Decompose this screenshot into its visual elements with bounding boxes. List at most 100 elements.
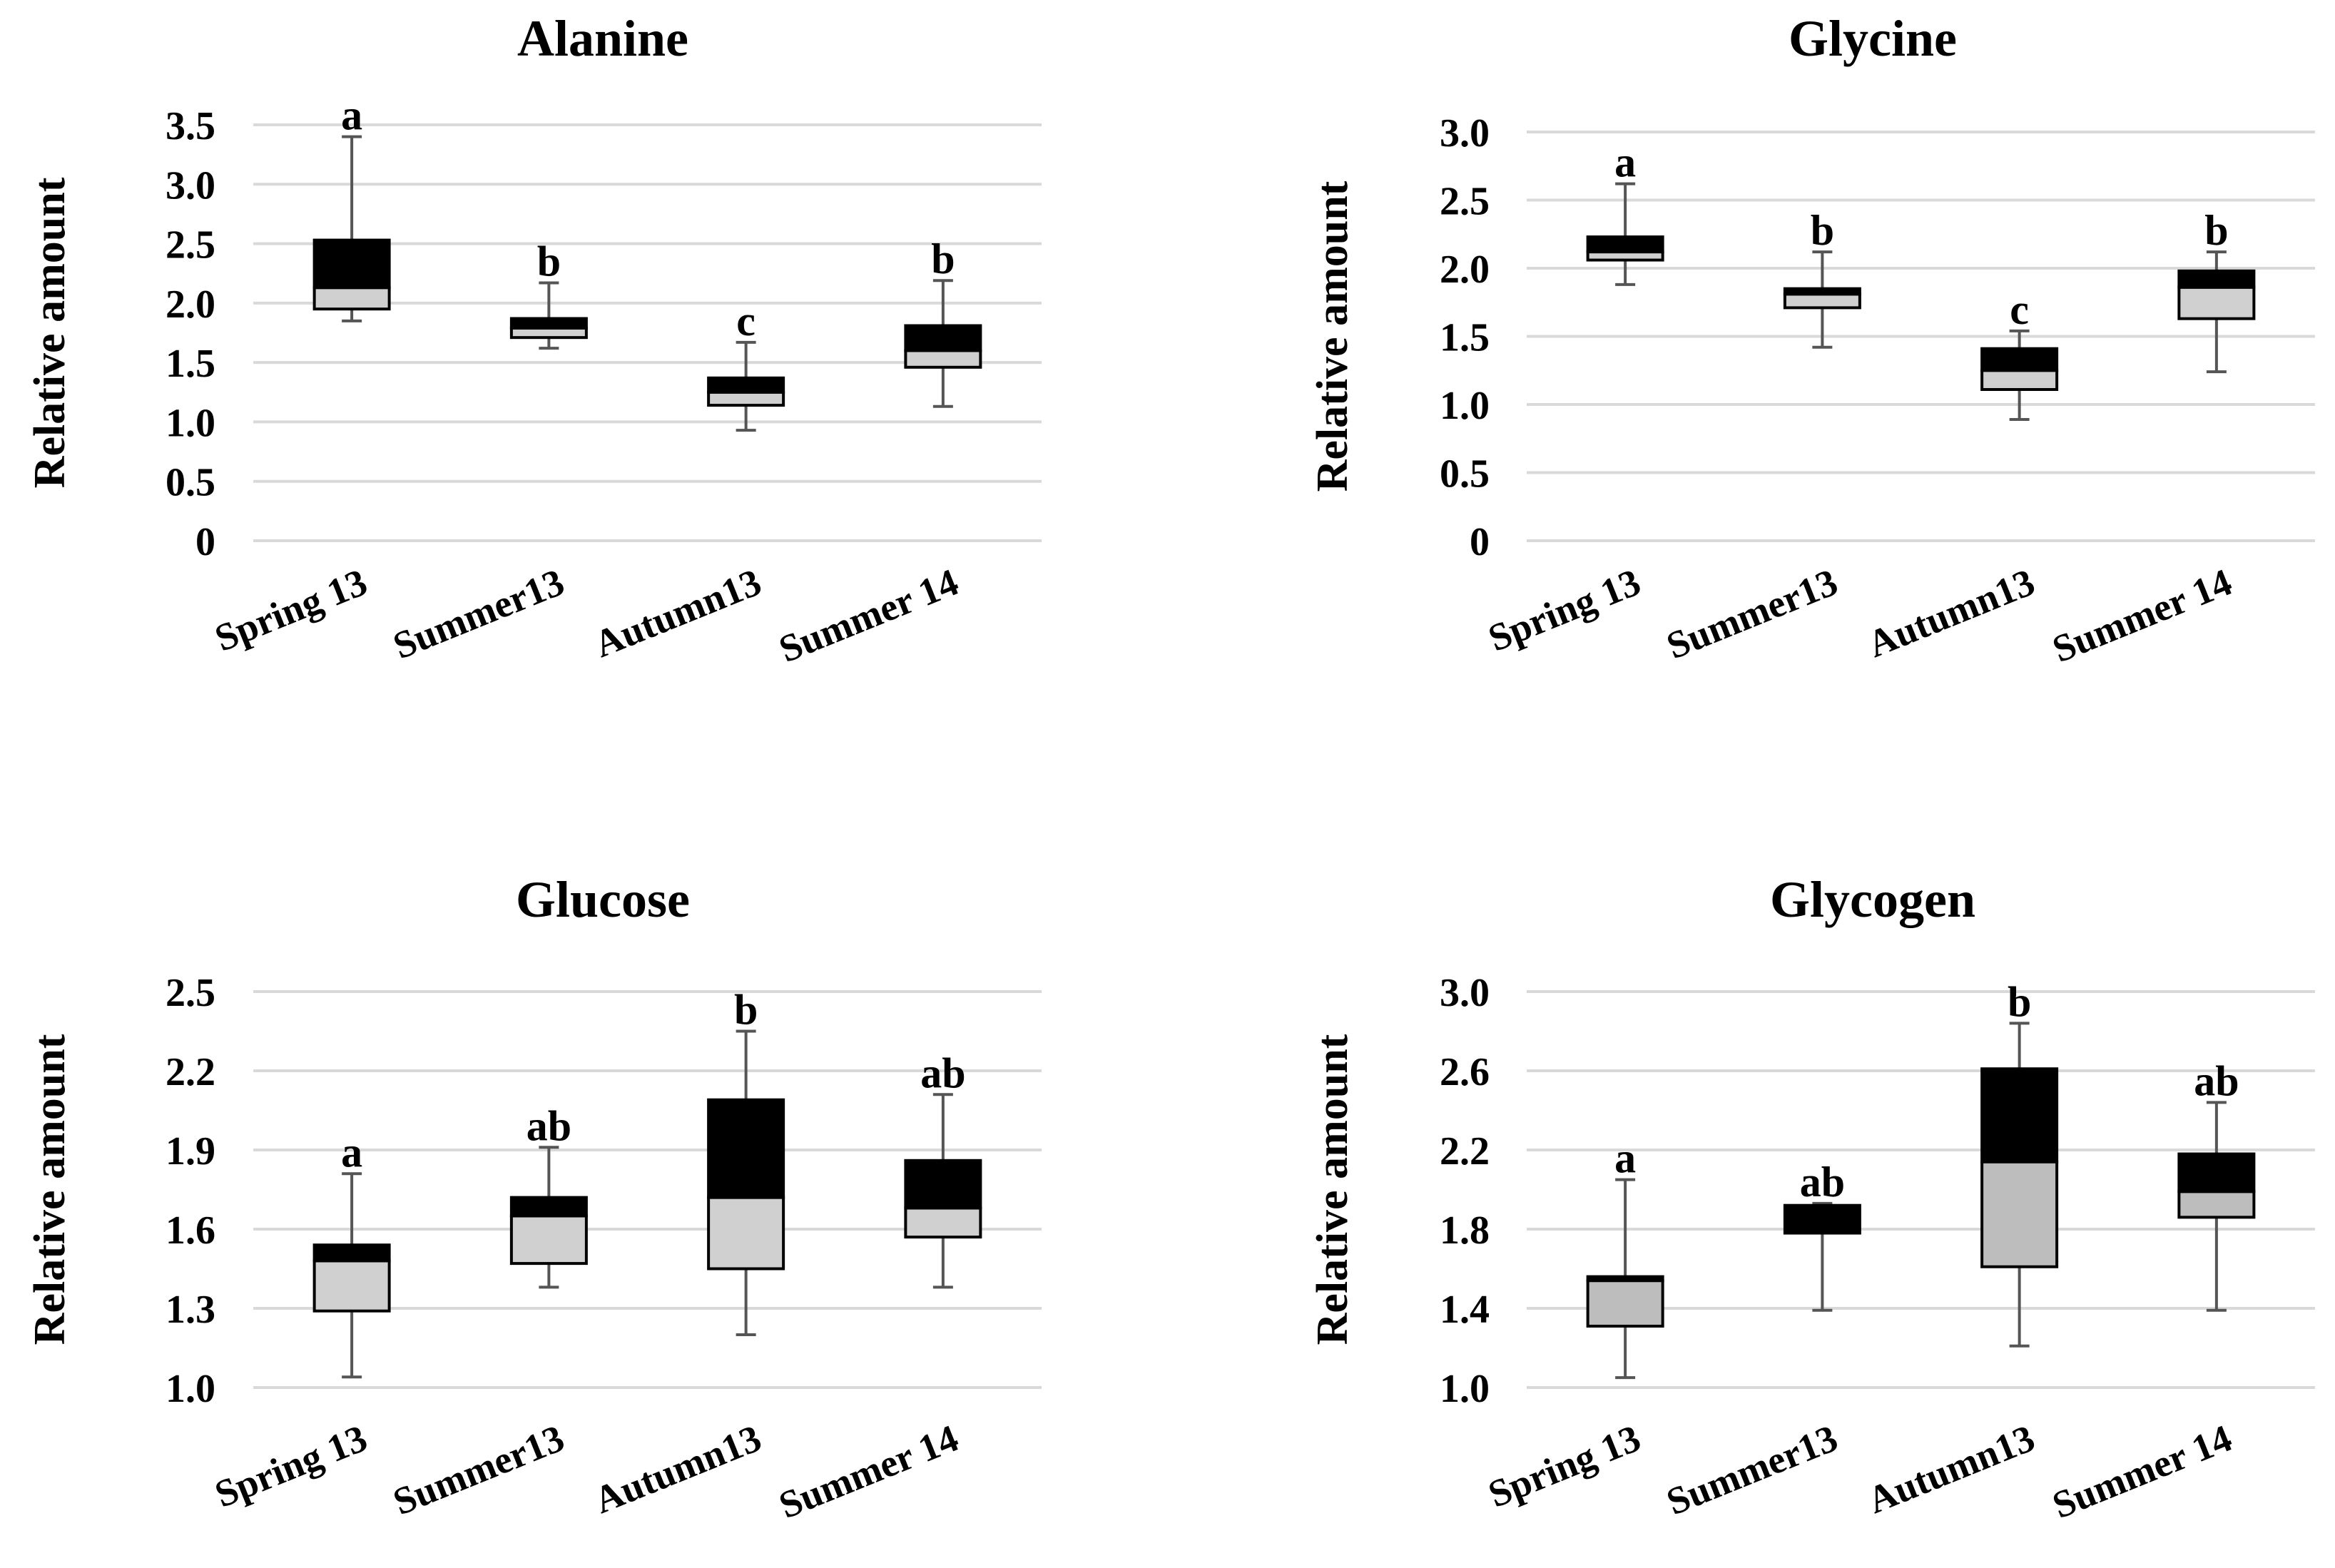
x-tick-label: Autumn13 xyxy=(588,560,767,666)
box-upper-quartile xyxy=(707,376,785,394)
significance-label: b xyxy=(1811,207,1834,254)
significance-label: a xyxy=(341,92,362,139)
box-lower-quartile xyxy=(707,390,785,407)
box-spring-13: a xyxy=(1586,1135,1664,1380)
box-upper-quartile xyxy=(2177,1152,2256,1193)
box-summer13: ab xyxy=(1783,1159,1861,1312)
box-lower-quartile xyxy=(1980,1160,2059,1268)
x-tick-label: Summer 14 xyxy=(773,1416,965,1527)
x-tick-label: Summer 14 xyxy=(2047,1416,2238,1527)
significance-label: a xyxy=(1614,139,1636,186)
x-tick-label: Summer13 xyxy=(387,560,570,667)
box-lower-quartile xyxy=(904,1206,982,1239)
box-lower-quartile xyxy=(1783,292,1861,310)
significance-label: c xyxy=(736,297,756,345)
box-upper-quartile xyxy=(1980,347,2059,372)
box-upper-quartile xyxy=(509,317,588,330)
y-axis-label: Relative amount xyxy=(26,1034,74,1345)
y-tick-label: 1.9 xyxy=(166,1129,215,1174)
y-tick-label: 3.0 xyxy=(1440,111,1490,156)
box-lower-quartile xyxy=(904,349,982,369)
x-tick-label: Summer 14 xyxy=(2047,560,2238,671)
chart-panel-glucose: Glucose Relative amount 1.0 1.3 1.6 1.9 2.2 2.5… xyxy=(26,871,1042,1527)
chart-title: Glycine xyxy=(1789,10,1957,67)
box-autumn13: c xyxy=(1980,286,2059,422)
y-tick-label: 1.0 xyxy=(166,1367,215,1411)
box-autumn13: b xyxy=(1980,978,2059,1348)
box-upper-quartile xyxy=(312,1243,391,1263)
y-tick-label: 2.0 xyxy=(166,282,215,327)
box-lower-quartile xyxy=(509,1214,588,1266)
box-upper-quartile xyxy=(904,1159,982,1210)
y-tick-label: 1.8 xyxy=(1440,1208,1490,1253)
y-tick-label: 2.5 xyxy=(166,971,215,1015)
box-spring-13: a xyxy=(312,1129,391,1379)
box-lower-quartile xyxy=(707,1196,785,1271)
box-summer13: b xyxy=(1783,207,1861,349)
box-spring-13: a xyxy=(1586,139,1664,286)
significance-label: b xyxy=(2204,207,2228,254)
x-tick-label: Spring 13 xyxy=(209,1416,373,1515)
box-summer-14: ab xyxy=(904,1049,982,1289)
y-tick-label: 2.0 xyxy=(1440,248,1490,292)
box-summer13: b xyxy=(509,238,588,350)
chart-panel-glycogen: Glycogen Relative amount 1.0 1.4 1.8 2.2 2.6 3.… xyxy=(1308,871,2315,1527)
y-tick-label: 0.5 xyxy=(166,461,215,505)
y-tick-label: 1.5 xyxy=(1440,316,1490,360)
significance-label: c xyxy=(2010,286,2029,333)
x-tick-label: Spring 13 xyxy=(1482,1416,1647,1515)
y-tick-label: 0.5 xyxy=(1440,452,1490,497)
box-upper-quartile xyxy=(904,324,982,352)
y-tick-label: 3.0 xyxy=(1440,971,1490,1015)
y-tick-label: 1.0 xyxy=(1440,1367,1490,1411)
y-tick-label: 1.6 xyxy=(166,1208,215,1253)
box-upper-quartile xyxy=(1586,1275,1664,1283)
box-lower-quartile xyxy=(312,1259,391,1313)
significance-label: b xyxy=(2008,978,2031,1025)
box-upper-quartile xyxy=(1783,1203,1861,1235)
x-tick-label: Summer13 xyxy=(387,1416,570,1523)
box-lower-quartile xyxy=(312,286,391,311)
chart-title: Alanine xyxy=(517,10,688,67)
y-tick-label: 0 xyxy=(195,520,215,564)
significance-label: b xyxy=(931,235,955,282)
y-tick-label: 3.0 xyxy=(166,163,215,208)
x-tick-label: Summer13 xyxy=(1661,560,1843,667)
x-tick-label: Spring 13 xyxy=(209,560,373,659)
box-upper-quartile xyxy=(312,238,391,290)
y-tick-label: 3.5 xyxy=(166,104,215,148)
box-upper-quartile xyxy=(707,1098,785,1199)
x-tick-label: Summer 14 xyxy=(773,560,965,671)
box-lower-quartile xyxy=(2177,285,2256,320)
significance-label: b xyxy=(537,238,561,285)
box-spring-13: a xyxy=(312,92,391,322)
significance-label: ab xyxy=(526,1102,571,1149)
significance-label: a xyxy=(1614,1135,1636,1182)
y-tick-label: 1.4 xyxy=(1440,1288,1490,1332)
box-lower-quartile xyxy=(2177,1190,2256,1219)
y-tick-label: 2.5 xyxy=(166,223,215,268)
box-autumn13: b xyxy=(707,987,785,1336)
box-summer-14: b xyxy=(904,235,982,408)
box-upper-quartile xyxy=(2177,269,2256,289)
chart-title: Glucose xyxy=(516,871,690,928)
y-axis-label: Relative amount xyxy=(1308,180,1357,492)
box-upper-quartile xyxy=(509,1196,588,1218)
chart-panel-glycine: Glycine Relative amount 0 0.5 1.0 1.5 2.0 2.5 3.… xyxy=(1308,10,2315,671)
y-tick-label: 2.2 xyxy=(1440,1129,1490,1174)
box-lower-quartile xyxy=(1980,369,2059,391)
y-tick-label: 2.5 xyxy=(1440,180,1490,224)
y-tick-label: 1.0 xyxy=(166,401,215,445)
x-tick-label: Autumn13 xyxy=(1861,560,2040,666)
box-autumn13: c xyxy=(707,297,785,432)
x-tick-label: Summer13 xyxy=(1661,1416,1843,1523)
chart-title: Glycogen xyxy=(1770,871,1975,928)
significance-label: a xyxy=(341,1129,362,1176)
y-axis-label: Relative amount xyxy=(1308,1034,1357,1345)
significance-label: b xyxy=(734,987,758,1034)
x-tick-label: Autumn13 xyxy=(1861,1416,2040,1522)
box-summer-14: b xyxy=(2177,207,2256,374)
box-upper-quartile xyxy=(1980,1067,2059,1164)
y-tick-label: 2.6 xyxy=(1440,1050,1490,1094)
box-upper-quartile xyxy=(1783,287,1861,296)
